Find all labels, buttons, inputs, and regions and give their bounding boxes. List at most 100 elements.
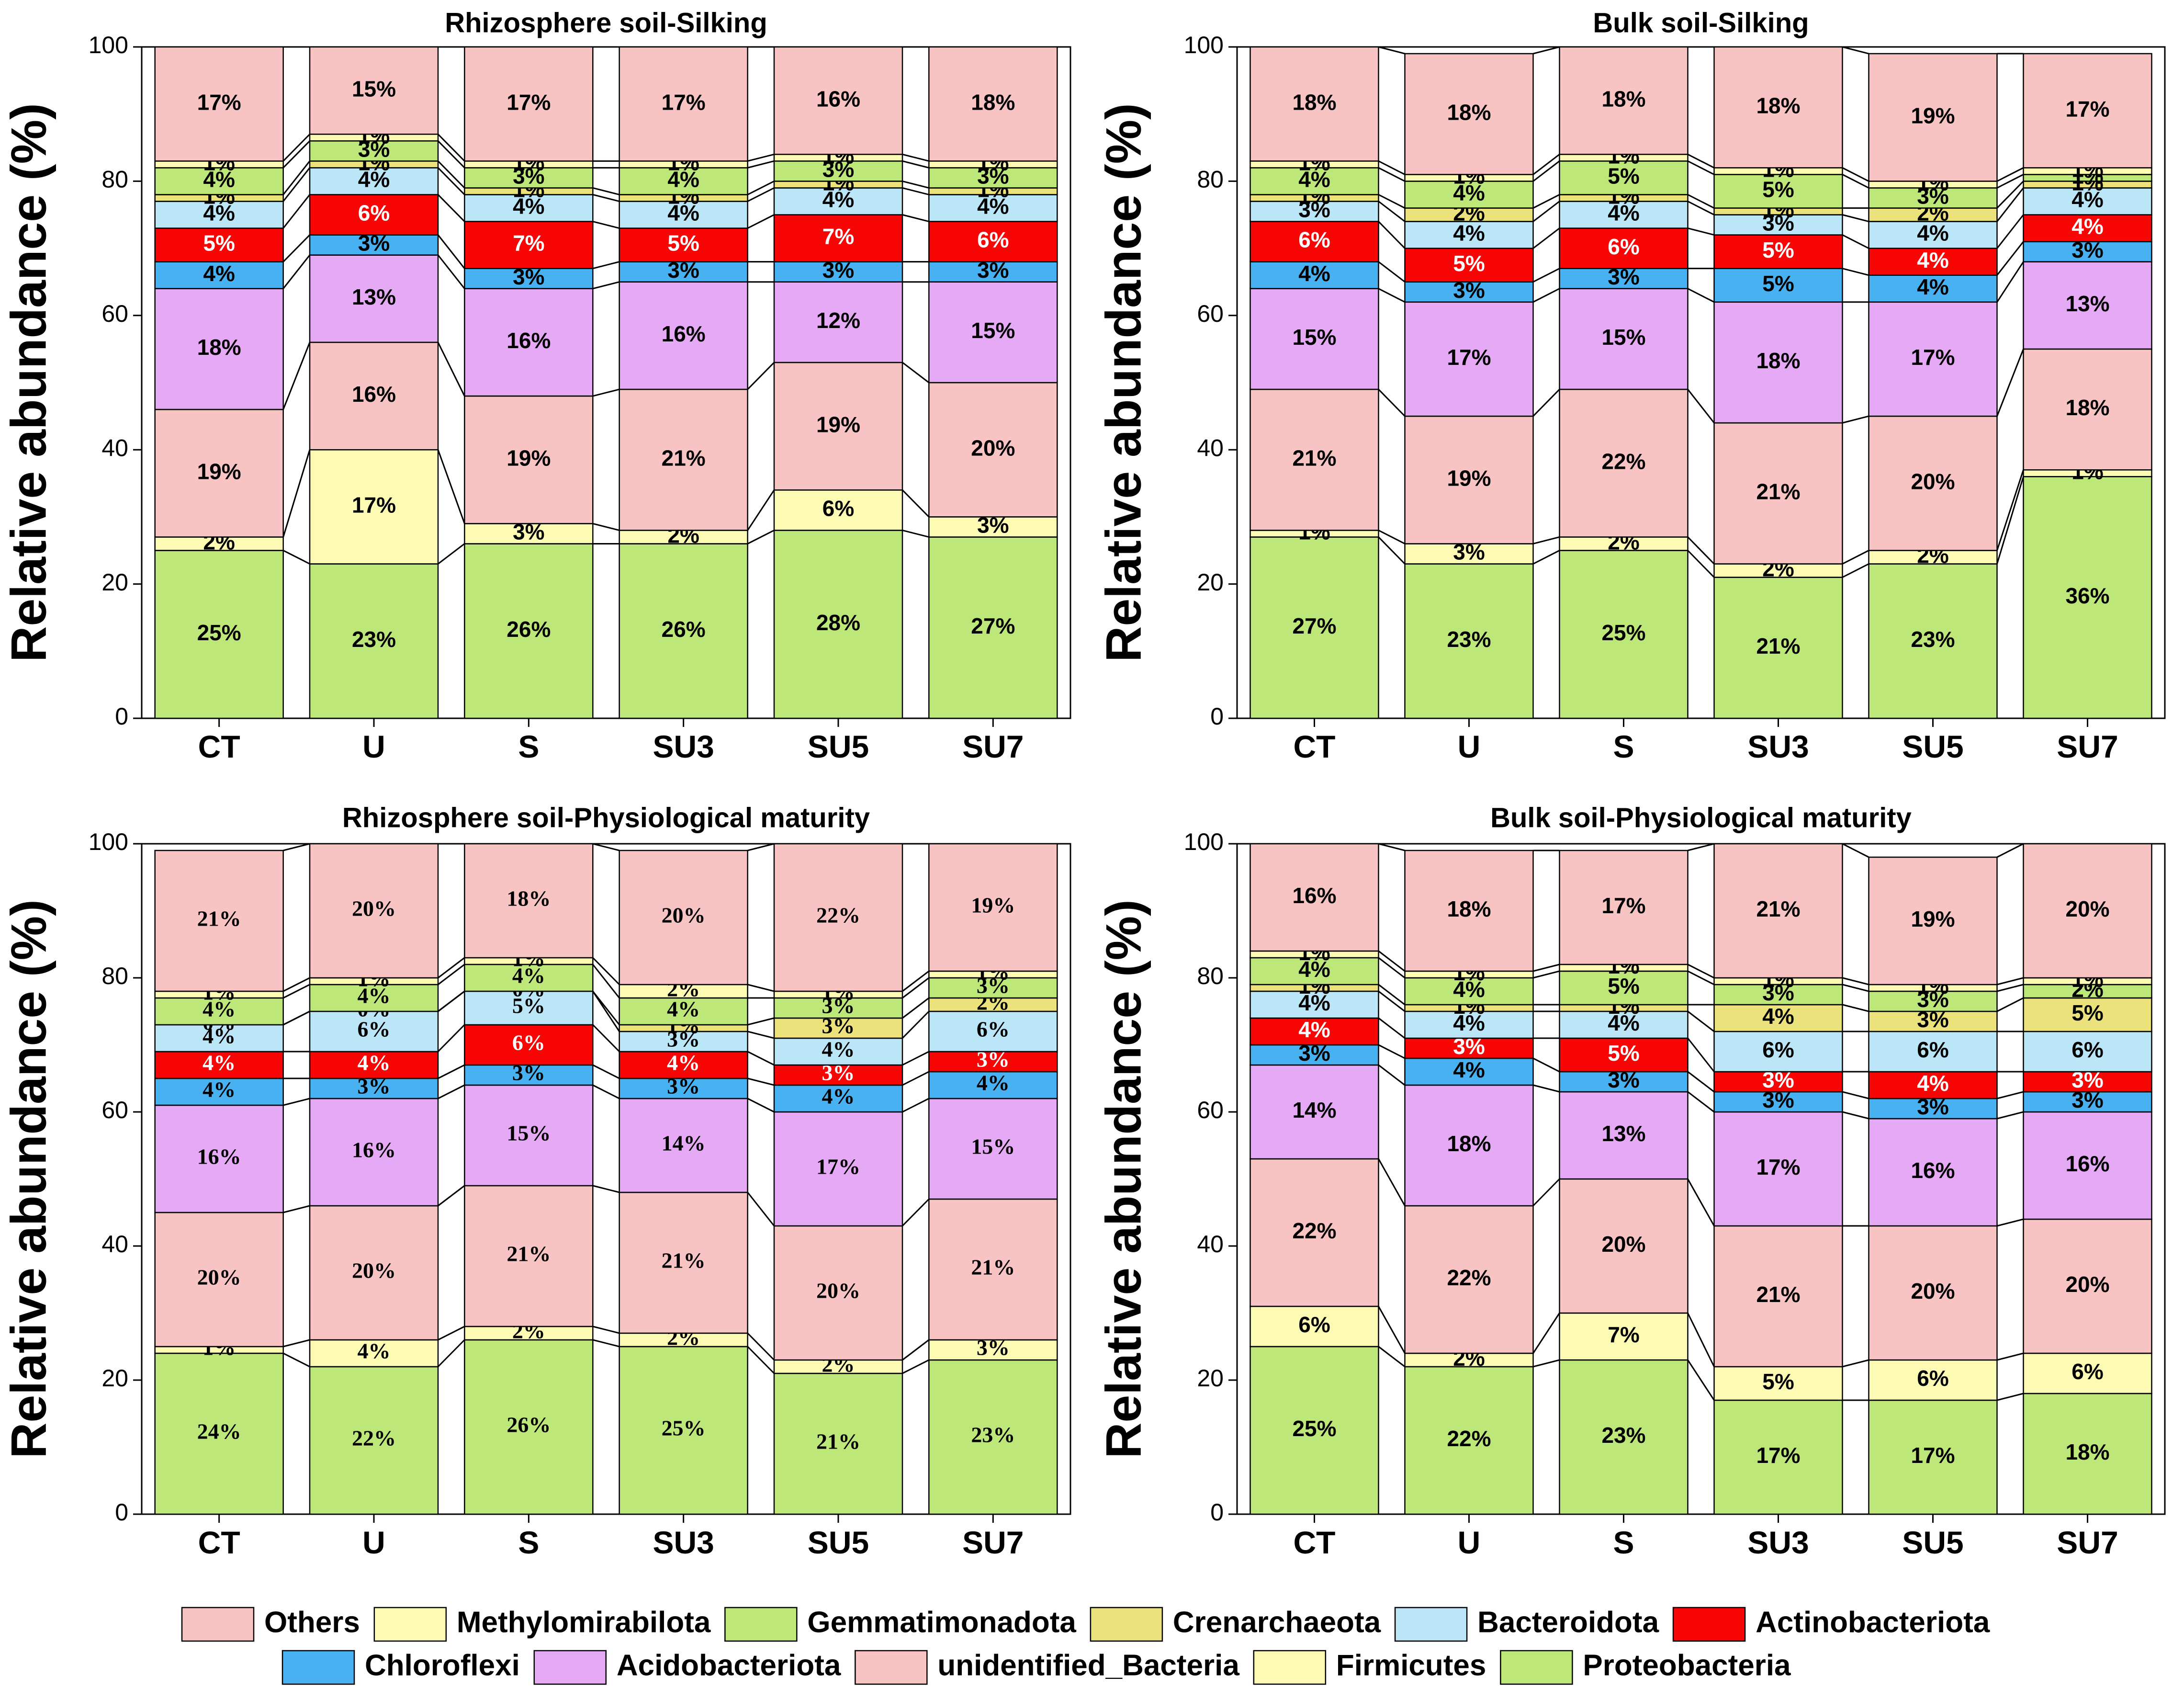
connector-line [902, 160, 929, 169]
y-axis-label: Relative abundance (%) [1, 899, 56, 1458]
data-label-others: 17% [2065, 96, 2109, 121]
x-tick-label: SU5 [1902, 729, 1963, 764]
data-label-acidobacteriota: 16% [1911, 1158, 1955, 1183]
data-label-gemmatimonadota: 4% [203, 997, 236, 1021]
data-label-firmicutes: 6% [1917, 1366, 1948, 1391]
legend-item-unidentified-bacteria: unidentified_Bacteria [855, 1649, 1239, 1685]
bar-segment-proteobacteria [773, 1372, 903, 1515]
bar-segment-others [1868, 856, 1998, 986]
connector-line [747, 1192, 775, 1226]
bar-stack-su7: 27%3%20%15%3%6%4%1%3%1%18% [928, 46, 1058, 719]
data-label-bacteroidota: 4% [358, 167, 390, 192]
bar-segment-acidobacteriota [1868, 1118, 1998, 1227]
connector-line [747, 187, 775, 202]
connector-line [1842, 174, 1869, 189]
connector-line [1842, 1111, 1869, 1120]
bar-segment-proteobacteria [154, 1352, 284, 1515]
bar-segment-proteobacteria [464, 1339, 594, 1515]
data-label-proteobacteria: 26% [507, 1413, 551, 1437]
bar-segment-unidentified-bacteria [619, 388, 748, 531]
bar-segment-others [309, 843, 439, 979]
data-label-firmicutes: 6% [1298, 1312, 1330, 1337]
y-tick-label: 100 [89, 32, 128, 58]
data-label-acidobacteriota: 17% [1911, 345, 1955, 370]
bar-segment-chloroflexi [619, 1077, 748, 1099]
chart-title: Bulk soil-Silking [1593, 7, 1809, 38]
bar-segment-acidobacteriota [154, 1104, 284, 1213]
connector-line [438, 1325, 465, 1341]
data-label-unidentified-bacteria: 20% [197, 1265, 241, 1290]
bar-segment-acidobacteriota [464, 288, 594, 397]
data-label-unidentified-bacteria: 22% [1447, 1265, 1491, 1290]
legend-label: Bacteroidota [1477, 1606, 1659, 1639]
bar-segment-others [1250, 843, 1379, 952]
data-label-bacteroidota: 6% [977, 1017, 1010, 1042]
data-label-gemmatimonadota: 4% [1298, 957, 1330, 982]
data-label-bacteroidota: 4% [2071, 187, 2103, 212]
bar-stack-su7: 18%6%20%16%3%3%6%5%2%1%20% [2023, 843, 2152, 1515]
bar-segment-others [309, 46, 439, 135]
data-label-acidobacteriota: 16% [352, 1138, 396, 1162]
bar-segment-chloroflexi [1250, 1044, 1379, 1066]
connector-line [437, 254, 465, 289]
data-label-proteobacteria: 21% [1756, 634, 1800, 658]
connector-line [592, 193, 620, 202]
x-tick-label: U [362, 729, 385, 764]
bar-segment-gemmatimonadota [1250, 957, 1379, 986]
data-label-acidobacteriota: 16% [2065, 1151, 2109, 1176]
connector-line [1378, 843, 1405, 851]
connector-line [592, 522, 620, 531]
data-label-gemmatimonadota: 4% [667, 167, 699, 192]
connector-line [1687, 970, 1715, 986]
connector-line [902, 187, 929, 195]
connector-line [747, 489, 775, 531]
data-label-unidentified-bacteria: 21% [662, 1248, 706, 1273]
bar-segment-others [1404, 850, 1534, 972]
data-label-actinobacteriota: 6% [512, 1031, 545, 1055]
connector-line [1842, 234, 1869, 249]
y-tick-label: 40 [101, 434, 128, 461]
x-tick-label: SU3 [653, 1525, 714, 1560]
data-label-chloroflexi: 4% [977, 1071, 1010, 1095]
connector-line [1533, 1084, 1560, 1093]
bar-stack-ct: 24%1%20%16%4%4%4%0%4%1%21% [154, 850, 284, 1515]
data-label-acidobacteriota: 17% [1756, 1155, 1800, 1179]
legend-item-acidobacteriota: Acidobacteriota [533, 1649, 841, 1685]
connector-line [1842, 550, 1869, 565]
legend-label: Methylomirabilota [457, 1606, 711, 1639]
data-label-actinobacteriota: 5% [1453, 251, 1485, 276]
connector-line [902, 1051, 930, 1066]
connector-line [902, 1339, 930, 1361]
bar-segment-others [464, 843, 594, 959]
bar-segment-gemmatimonadota [1713, 174, 1843, 209]
bar-segment-acidobacteriota [464, 1084, 594, 1187]
connector-line [1378, 288, 1406, 303]
bar-segment-firmicutes [928, 516, 1058, 538]
bar-segment-chloroflexi [773, 1084, 903, 1113]
data-label-firmicutes: 5% [1762, 1369, 1794, 1394]
bar-segment-unidentified-bacteria [464, 1185, 594, 1327]
data-label-actinobacteriota: 5% [1608, 1041, 1639, 1065]
bar-segment-actinobacteriota [464, 1024, 594, 1066]
data-label-proteobacteria: 23% [1911, 627, 1955, 652]
data-label-others: 16% [816, 86, 860, 111]
connector-line [1378, 167, 1406, 182]
y-tick-label: 0 [115, 1499, 128, 1526]
data-label-acidobacteriota: 17% [1447, 345, 1491, 370]
connector-line [438, 963, 465, 986]
legend-swatch [855, 1650, 928, 1685]
data-label-others: 16% [1292, 883, 1336, 908]
data-label-others: 19% [1911, 906, 1955, 931]
legend-swatch [1253, 1650, 1327, 1685]
bar-segment-actinobacteriota [1250, 1017, 1379, 1046]
data-label-proteobacteria: 25% [662, 1416, 706, 1440]
connector-line [1997, 977, 2024, 986]
bar-stack-su3: 26%2%21%16%3%5%4%1%4%1%17% [619, 46, 748, 719]
connector-line [1687, 963, 1715, 979]
data-label-chloroflexi: 4% [203, 261, 235, 286]
bar-segment-firmicutes [1404, 543, 1534, 565]
bar-segment-chloroflexi [928, 261, 1058, 283]
data-label-bacteroidota: 4% [1298, 990, 1330, 1015]
data-label-gemmatimonadota: 4% [1453, 181, 1485, 205]
data-label-proteobacteria: 23% [1601, 1423, 1645, 1448]
